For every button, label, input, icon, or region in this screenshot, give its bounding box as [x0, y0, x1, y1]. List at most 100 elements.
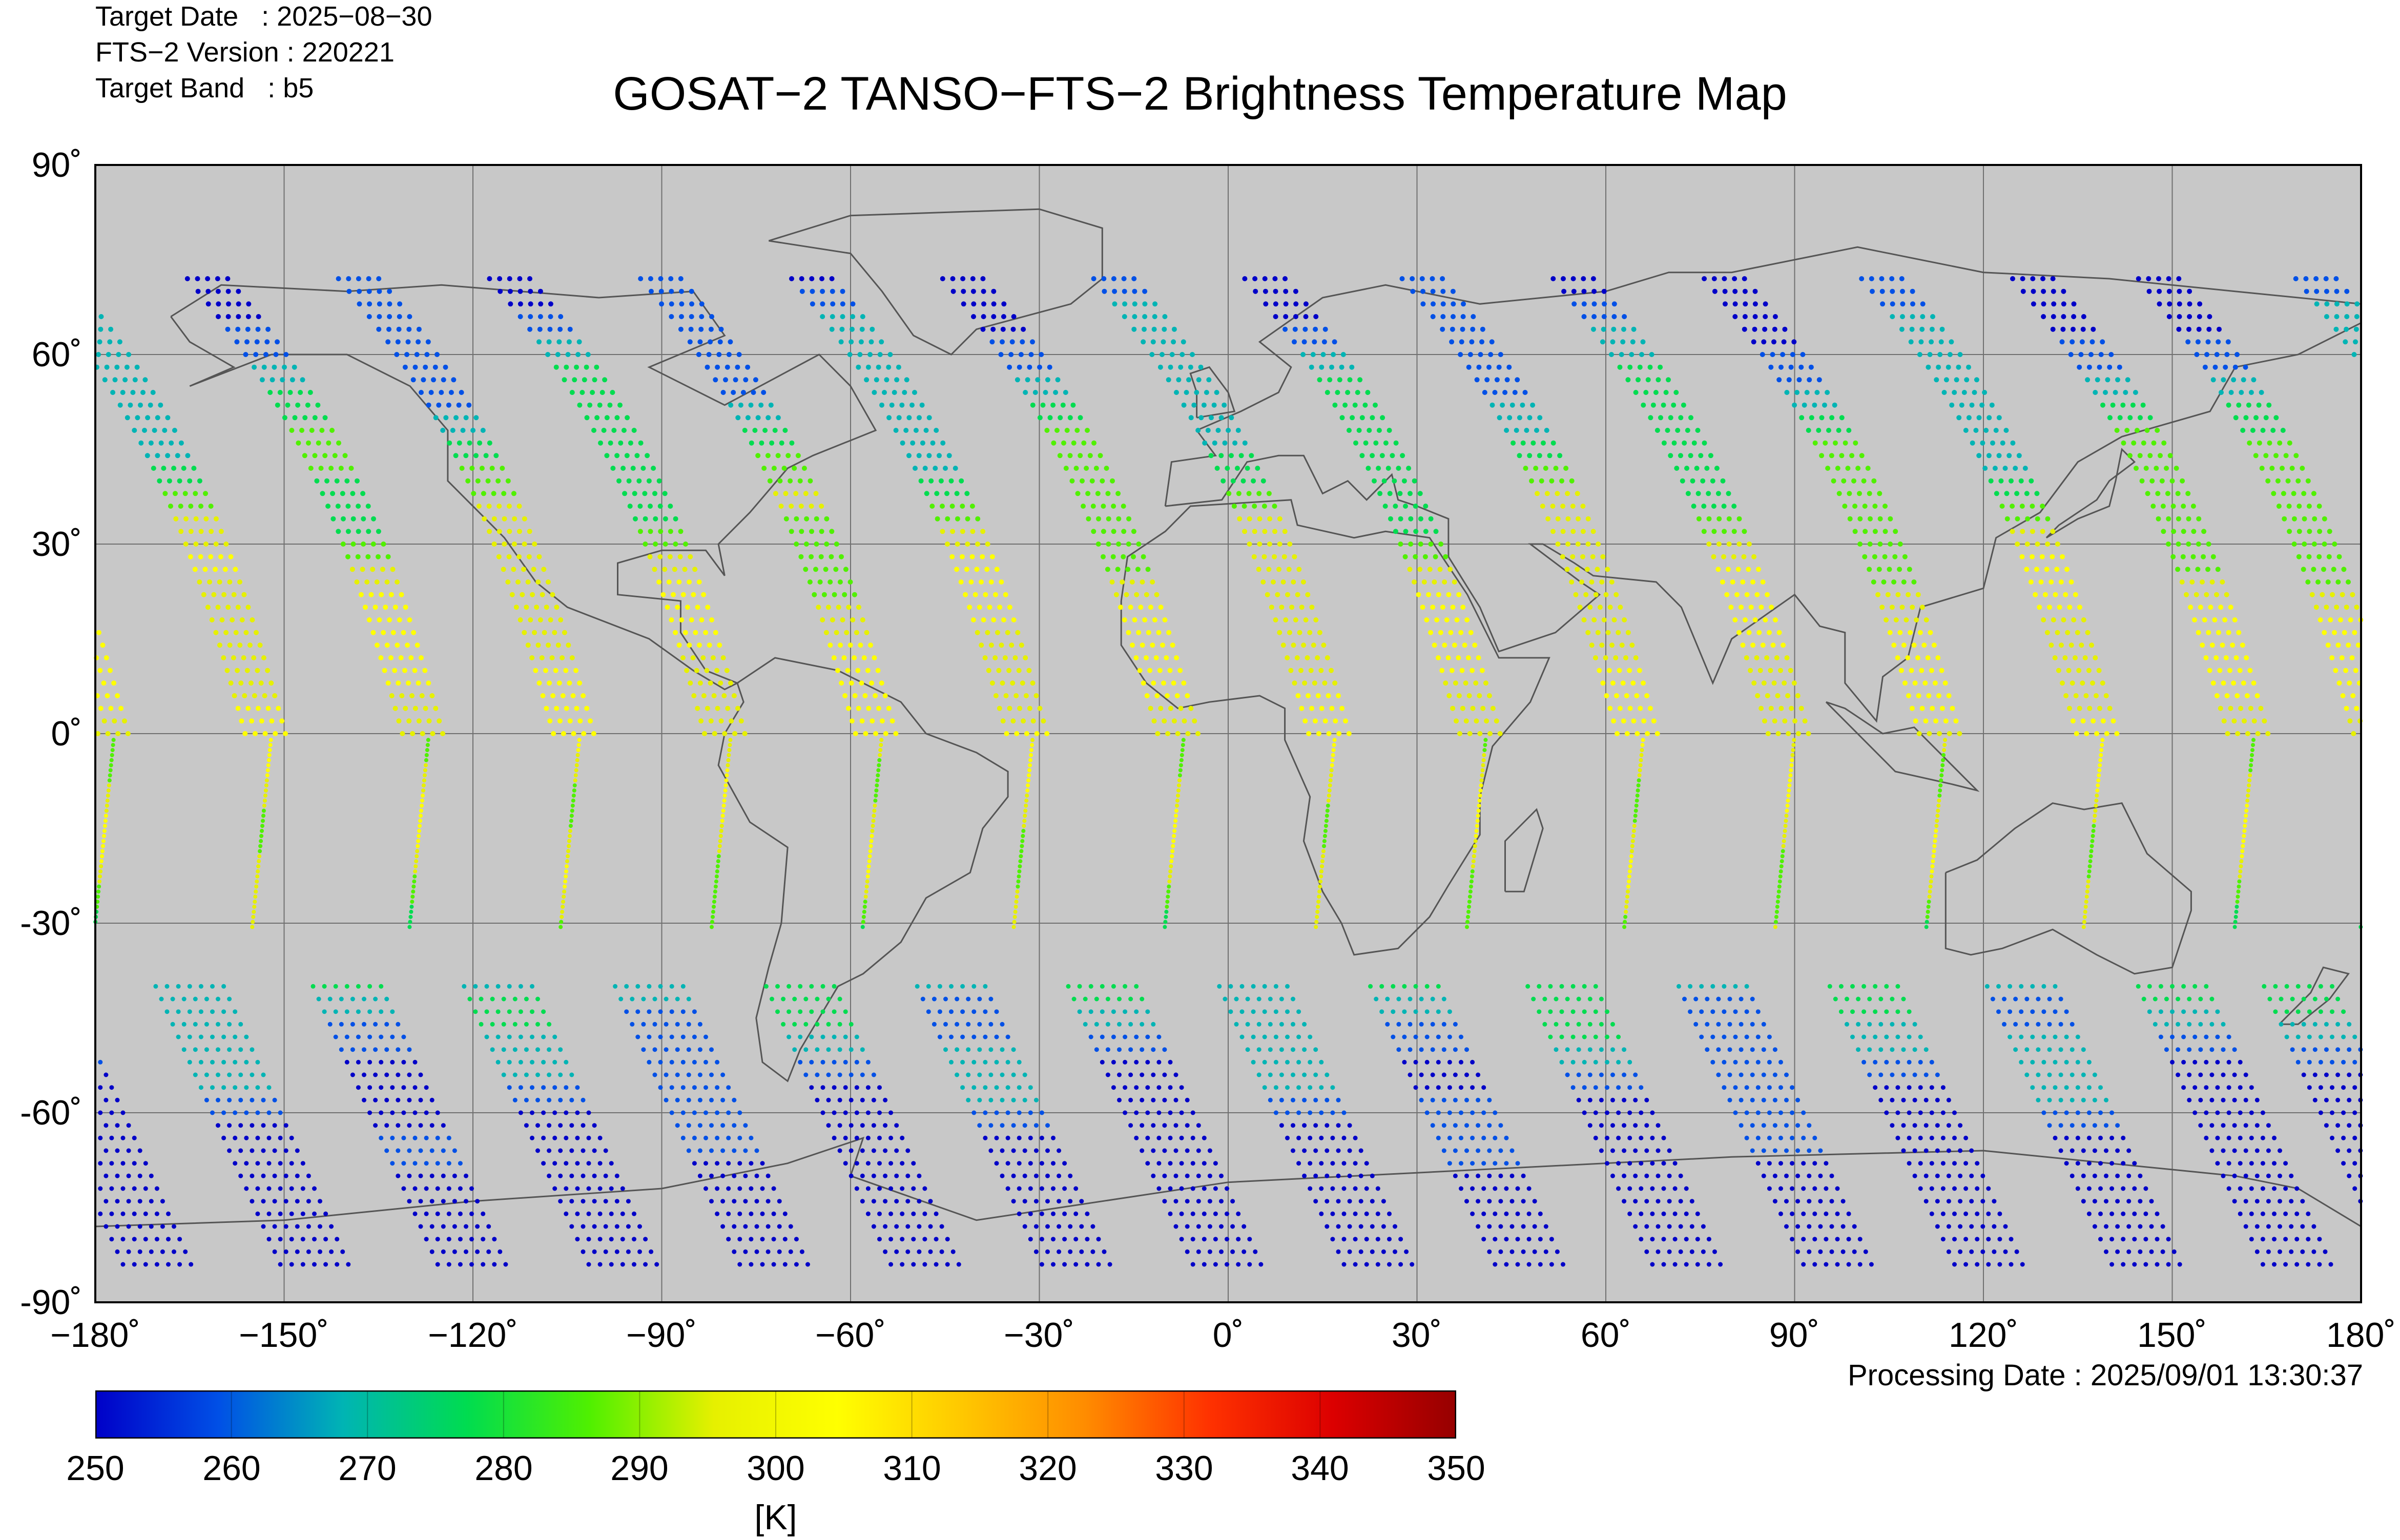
obs-point-sp-9: [1459, 1110, 1463, 1115]
obs-point-n-9: [1402, 554, 1408, 559]
obs-point-n-12: [1877, 542, 1883, 547]
obs-point-s-10: [1625, 900, 1629, 904]
obs-point-n-9: [1479, 668, 1485, 673]
obs-point-sp-2: [396, 1072, 401, 1077]
obs-point-n-7: [1145, 567, 1151, 572]
obs-point-n-8: [1142, 301, 1148, 307]
obs-point-n-2: [365, 504, 371, 509]
obs-point-sp-8: [1347, 1123, 1352, 1128]
obs-point-s-6: [1011, 925, 1016, 929]
obs-point-sp-12: [1952, 1110, 1957, 1115]
obs-point-sp-11: [1761, 1148, 1766, 1153]
obs-point-n-10: [1605, 630, 1611, 635]
obs-point-n-11: [1762, 718, 1767, 724]
obs-point-n-0: [2333, 668, 2339, 673]
obs-point-sp-3: [524, 1022, 529, 1027]
obs-point-n-3: [525, 642, 531, 648]
obs-point-n-4: [617, 402, 623, 408]
obs-point-sp-7: [1219, 1224, 1224, 1229]
obs-point-sp-11: [1767, 1085, 1772, 1090]
obs-point-n-8: [1256, 567, 1261, 572]
obs-point-sp-3: [558, 1173, 563, 1178]
obs-point-n-5: [699, 301, 705, 307]
obs-point-n-1: [2303, 276, 2309, 281]
obs-point-s-3: [567, 839, 571, 843]
obs-point-sp-1: [261, 1199, 266, 1204]
obs-point-n-0: [2322, 630, 2327, 635]
obs-point-n-10: [1618, 705, 1623, 711]
obs-point-n-3: [557, 718, 563, 724]
obs-point-sp-12: [1940, 1135, 1946, 1140]
obs-point-s-7: [1174, 808, 1178, 813]
obs-point-sp-11: [1739, 1123, 1744, 1128]
obs-point-sp-8: [1262, 1059, 1267, 1065]
obs-point-sp-7: [1105, 996, 1110, 1002]
obs-point-n-5: [751, 390, 756, 395]
obs-point-sp-12: [1958, 1173, 1963, 1178]
obs-point-n-6: [923, 428, 929, 433]
obs-point-sp-6: [1045, 1224, 1050, 1229]
obs-point-sp-9: [1447, 1009, 1452, 1014]
obs-point-n-11: [1694, 466, 1700, 471]
obs-point-n-12: [1859, 453, 1865, 459]
obs-point-n-8: [1285, 592, 1290, 597]
obs-point-n-0: [2317, 529, 2323, 534]
obs-point-sp-5: [860, 1148, 865, 1153]
obs-point-sp-2: [367, 1110, 373, 1115]
obs-point-n-5: [839, 554, 844, 559]
obs-point-n-5: [872, 655, 877, 660]
obs-point-s-7: [1173, 824, 1177, 828]
obs-point-n-7: [1015, 377, 1020, 383]
obs-point-sp-12: [1935, 1097, 1940, 1102]
obs-point-n-1: [162, 428, 168, 433]
obs-point-n-8: [1215, 428, 1221, 433]
obs-point-n-5: [819, 529, 824, 534]
obs-point-sp-10: [1678, 1249, 1683, 1254]
obs-point-s-11: [1781, 844, 1786, 848]
obs-point-sp-5: [854, 1059, 859, 1065]
obs-point-n-8: [1299, 605, 1305, 610]
obs-point-n-9: [1392, 478, 1397, 484]
obs-point-sp-3: [484, 1009, 489, 1014]
obs-point-sp-8: [1285, 1059, 1290, 1065]
obs-point-sp-8: [1370, 1224, 1375, 1229]
obs-point-s-12: [1926, 904, 1931, 909]
obs-point-sp-10: [1565, 1047, 1570, 1052]
obs-point-s-12: [1924, 925, 1929, 929]
obs-point-n-1: [257, 642, 263, 648]
obs-point-sp-7: [1225, 1211, 1229, 1216]
obs-point-n-0: [2296, 529, 2302, 534]
obs-point-n-2: [399, 592, 404, 597]
obs-point-n-1: [244, 668, 250, 673]
obs-point-n-6: [975, 542, 980, 547]
obs-point-n-5: [768, 402, 774, 408]
obs-point-sp-11: [1744, 1110, 1749, 1115]
obs-point-sp-1: [181, 1047, 187, 1052]
obs-point-sp-3: [620, 1262, 625, 1267]
obs-point-sp-8: [1285, 1135, 1290, 1140]
obs-point-sp-10: [1627, 1135, 1632, 1140]
obs-point-n-2: [360, 567, 365, 572]
obs-point-n-7: [1158, 605, 1164, 610]
obs-point-sp-11: [1812, 1161, 1817, 1166]
obs-point-n-9: [1390, 453, 1395, 459]
obs-point-n-0: [2194, 352, 2200, 357]
obs-point-n-12: [1752, 314, 1758, 319]
obs-point-n-1: [140, 390, 146, 395]
obs-point-sp-9: [1453, 1047, 1458, 1052]
obs-point-sp-4: [715, 1110, 720, 1115]
obs-point-sp-9: [1515, 1262, 1520, 1267]
obs-point-n-4: [696, 579, 702, 585]
obs-point-sp-4: [782, 1211, 788, 1216]
obs-point-sp-1: [278, 1135, 283, 1140]
obs-point-sp-9: [1424, 1110, 1430, 1115]
obs-point-sp-3: [564, 1059, 569, 1065]
obs-point-sp-3: [552, 1085, 557, 1090]
obs-point-sp-1: [300, 1211, 305, 1216]
obs-point-sp-6: [1079, 1224, 1084, 1229]
obs-point-n-4: [705, 605, 711, 610]
obs-point-n-2: [382, 668, 387, 673]
obs-point-n-6: [902, 390, 907, 395]
obs-point-n-5: [883, 731, 888, 736]
obs-point-n-9: [1283, 288, 1289, 294]
